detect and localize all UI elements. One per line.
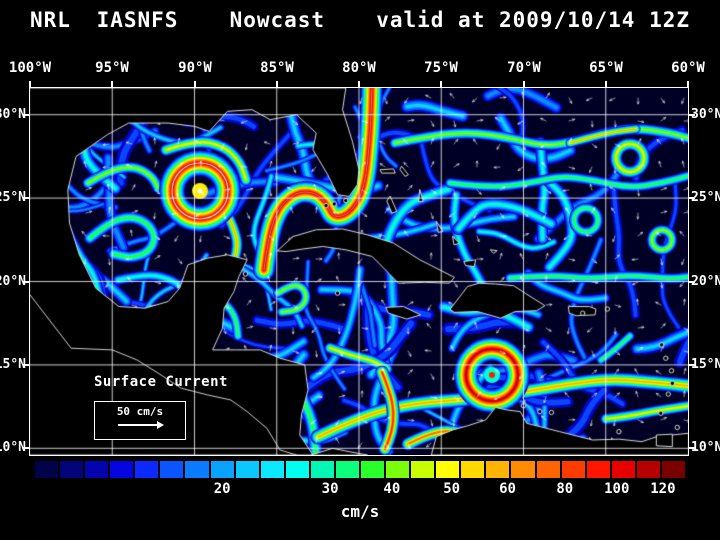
axis-tick (689, 114, 695, 116)
colorbar-ticks: 20 30 40 50 60 80 100 120 (35, 481, 685, 497)
lat-label: 15°N (691, 357, 720, 372)
colorbar-segment (60, 461, 84, 478)
lon-label: 95°W (95, 60, 129, 76)
lon-label: 75°W (424, 60, 458, 76)
axis-tick (23, 281, 29, 283)
legend-title: Surface Current (94, 374, 228, 390)
product-name: Nowcast (229, 8, 326, 32)
lat-label: 25°N (0, 190, 26, 205)
colorbar-tick-label: 60 (499, 481, 516, 497)
colorbar-segment (35, 461, 59, 478)
lat-label: 10°N (691, 440, 720, 455)
axis-tick (29, 81, 31, 87)
lat-label: 30°N (0, 107, 26, 122)
colorbar-segment (661, 461, 686, 478)
axis-tick (23, 364, 29, 366)
axis-tick (689, 197, 695, 199)
axis-tick (687, 81, 689, 87)
colorbar-segment (536, 461, 560, 478)
colorbar-segment (486, 461, 510, 478)
lon-label: 100°W (8, 60, 52, 76)
colorbar-segment (361, 461, 385, 478)
vector-scale-label: 50 cm/s (116, 405, 164, 418)
colorbar-tick-label: 100 (604, 481, 630, 497)
axis-tick (689, 364, 695, 366)
colorbar-tick-label: 30 (321, 481, 339, 497)
colorbar-segment (260, 461, 284, 478)
latitude-axis-right: 30°N 25°N 20°N 15°N 10°N (691, 88, 720, 455)
axis-tick (276, 81, 278, 87)
colorbar-segment (235, 461, 259, 478)
axis-tick (689, 281, 695, 283)
valid-time: valid at 2009/10/14 12Z (376, 8, 690, 32)
axis-tick (23, 447, 29, 449)
vector-scale-box: 50 cm/s (94, 401, 186, 440)
colorbar-unit: cm/s (340, 502, 380, 521)
colorbar-segment (586, 461, 610, 478)
colorbar-tick-label: 40 (383, 481, 401, 497)
colorbar-segment (135, 461, 159, 478)
colorbar-segment (285, 461, 309, 478)
lon-label: 90°W (178, 60, 212, 76)
longitude-axis: 100°W 95°W 90°W 85°W 80°W 75°W 70°W 65°W… (9, 60, 705, 78)
colorbar-segment (636, 461, 660, 478)
latitude-axis-left: 30°N 25°N 20°N 15°N 10°N (0, 88, 28, 455)
lon-label: 65°W (589, 60, 623, 76)
colorbar-segment (310, 461, 334, 478)
lon-label: 85°W (260, 60, 294, 76)
axis-tick (111, 81, 113, 87)
axis-tick (689, 447, 695, 449)
axis-tick (358, 81, 360, 87)
axis-tick (523, 81, 525, 87)
axis-tick (23, 114, 29, 116)
axis-tick (440, 81, 442, 87)
lat-label: 30°N (691, 107, 720, 122)
colorbar-segment (110, 461, 134, 478)
colorbar-segment (185, 461, 209, 478)
colorbar-segment (611, 461, 635, 478)
lon-label: 70°W (507, 60, 541, 76)
model-name: NRL IASNFS (30, 8, 179, 32)
lon-label: 60°W (671, 60, 705, 76)
axis-tick (605, 81, 607, 87)
colorbar-segment (511, 461, 535, 478)
colorbar-segment (210, 461, 234, 478)
colorbar-segment (85, 461, 109, 478)
colorbar-tick-label: 20 (213, 481, 231, 497)
lat-label: 15°N (0, 357, 26, 372)
lat-label: 10°N (0, 440, 26, 455)
colorbar-segment (411, 461, 435, 478)
lat-label: 20°N (0, 274, 26, 289)
colorbar-segment (160, 461, 184, 478)
colorbar-segment (561, 461, 585, 478)
figure-title: NRL IASNFS Nowcast valid at 2009/10/14 1… (30, 8, 690, 32)
colorbar-tick-label: 120 (650, 481, 676, 497)
colorbar-segment (335, 461, 360, 478)
colorbar-tick-label: 50 (443, 481, 461, 497)
colorbar-tick-label: 80 (556, 481, 574, 497)
colorbar-segment (436, 461, 460, 478)
colorbar-segment (461, 461, 485, 478)
lat-label: 20°N (691, 274, 720, 289)
colorbar (35, 461, 686, 478)
lon-label: 80°W (342, 60, 376, 76)
lat-label: 25°N (691, 190, 720, 205)
axis-tick (23, 197, 29, 199)
axis-tick (194, 81, 196, 87)
map-frame (29, 87, 689, 456)
colorbar-segment (386, 461, 410, 478)
vector-scale-arrow-icon (118, 421, 164, 429)
surface-current-map (30, 88, 688, 455)
